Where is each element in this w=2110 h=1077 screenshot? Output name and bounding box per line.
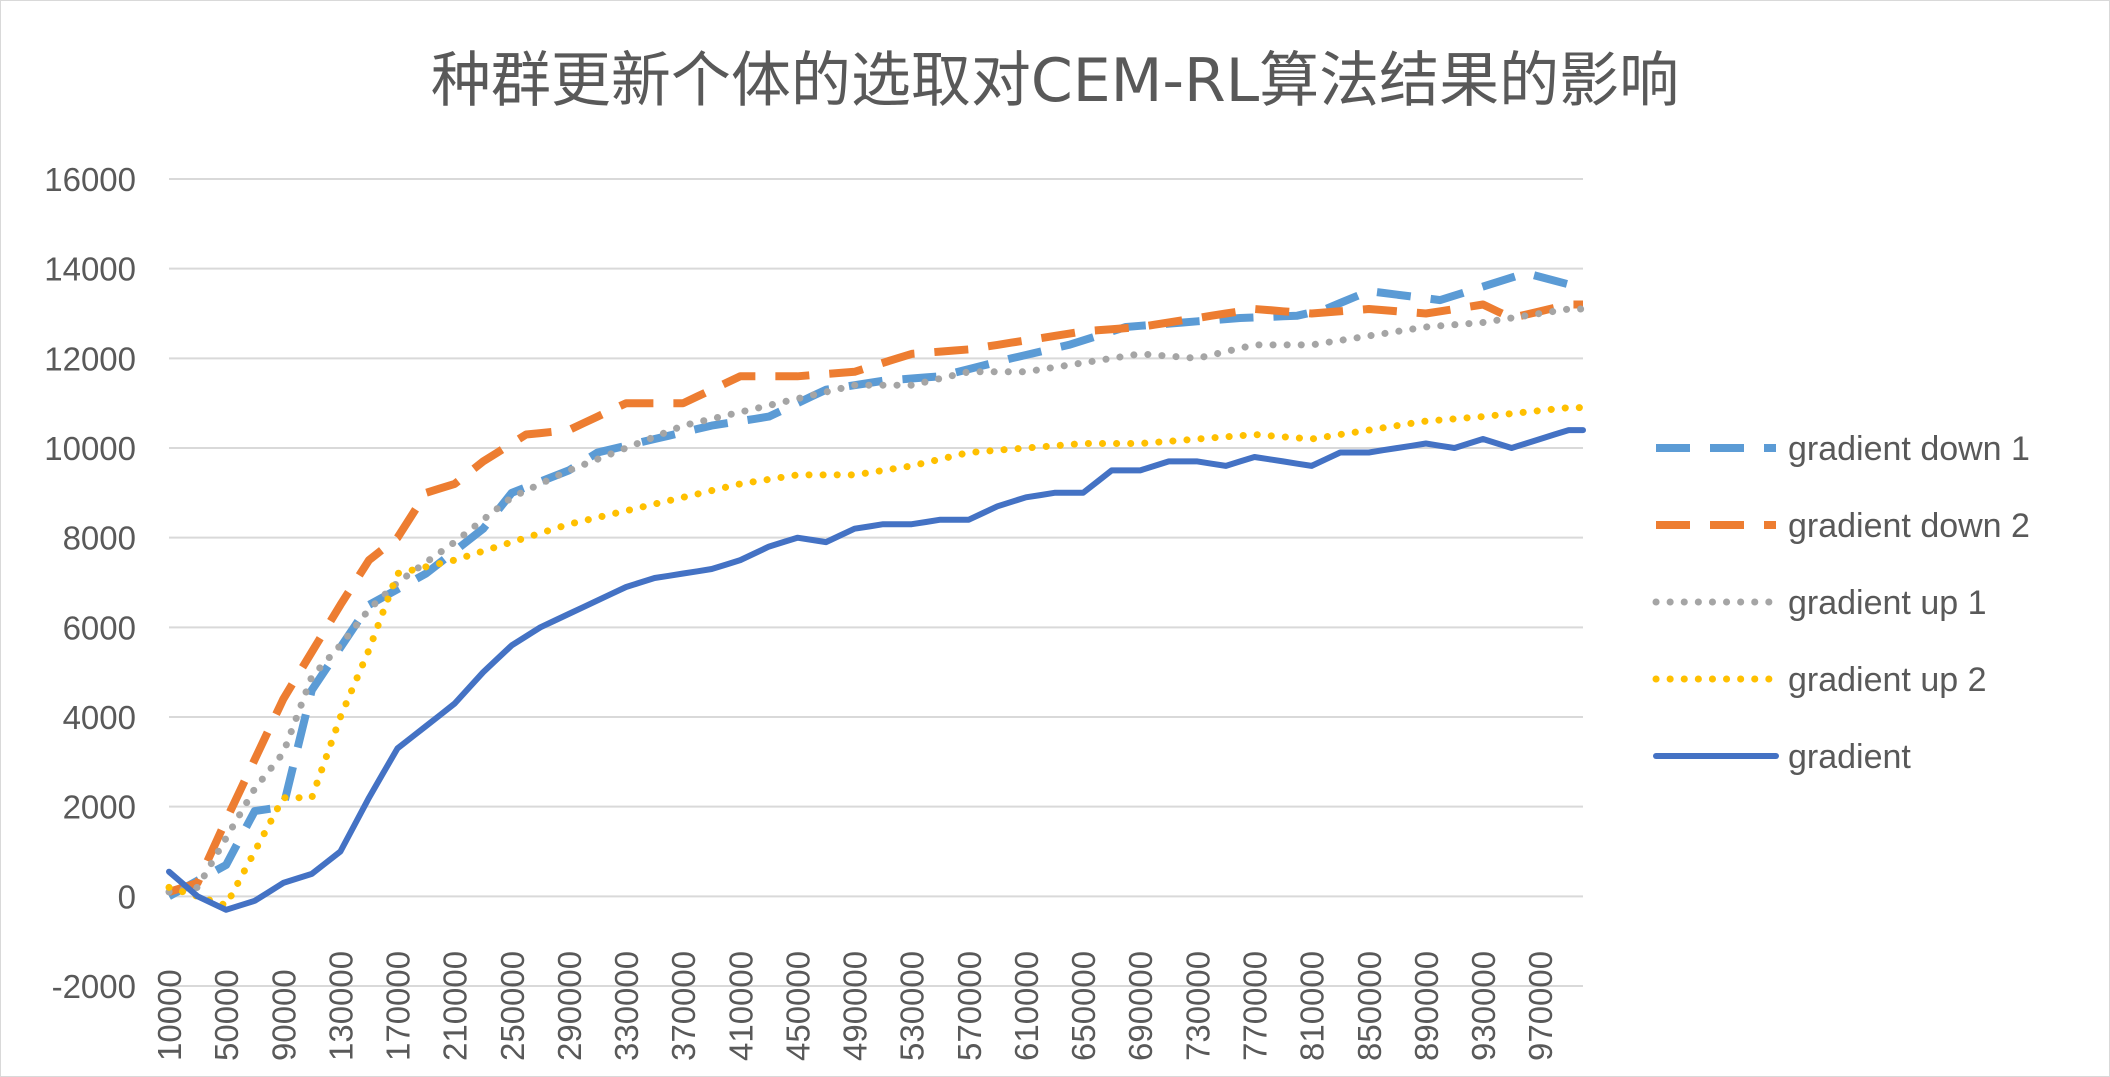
x-tick-label: 410000 — [722, 951, 759, 1061]
x-tick-label: 90000 — [265, 969, 302, 1061]
gridlines — [169, 178, 1583, 987]
y-axis-ticks: -2000 0 2000 4000 6000 8000 10000 12000 14000 160… — [44, 161, 136, 1005]
y-tick-label: -2000 — [52, 968, 136, 1005]
x-tick-label: 890000 — [1408, 951, 1445, 1061]
x-tick-label: 490000 — [837, 951, 874, 1061]
y-tick-label: 14000 — [44, 251, 136, 288]
x-tick-label: 650000 — [1065, 951, 1102, 1061]
x-tick-label: 50000 — [208, 969, 245, 1061]
series-lines — [165, 269, 1587, 913]
y-tick-label: 4000 — [63, 699, 136, 736]
x-tick-label: 250000 — [494, 951, 531, 1061]
y-tick-label: 0 — [118, 878, 136, 915]
legend-label: gradient down 1 — [1788, 430, 2030, 468]
x-tick-label: 810000 — [1294, 951, 1331, 1061]
legend: gradient down 1 gradient down 2 gradient u… — [1652, 430, 2030, 776]
y-tick-label: 6000 — [63, 609, 136, 646]
series-line-gradient-down-1 — [167, 269, 1583, 900]
legend-label: gradient up 1 — [1788, 584, 1987, 622]
x-tick-label: 570000 — [951, 951, 988, 1061]
series-line-gradient-down-2 — [167, 300, 1583, 896]
chart-title: 种群更新个体的选取对CEM-RL算法结果的影响 — [431, 46, 1679, 116]
y-tick-label: 16000 — [44, 161, 136, 198]
x-tick-label: 690000 — [1122, 951, 1159, 1061]
x-tick-label: 290000 — [551, 951, 588, 1061]
x-tick-label: 130000 — [322, 951, 359, 1061]
x-tick-label: 970000 — [1522, 951, 1559, 1061]
series-line-gradient-up-2 — [165, 404, 1587, 909]
x-tick-label: 10000 — [151, 969, 188, 1061]
legend-label: gradient down 2 — [1788, 507, 2030, 545]
legend-label: gradient — [1788, 738, 1911, 776]
x-axis-ticks: 10000 50000 90000 130000 170000 210000 250000 2… — [151, 951, 1559, 1061]
x-tick-label: 210000 — [437, 951, 474, 1061]
series-line-gradient — [166, 427, 1586, 913]
x-tick-label: 610000 — [1008, 951, 1045, 1061]
x-tick-label: 730000 — [1179, 951, 1216, 1061]
series-line-gradient-up-1 — [165, 305, 1587, 896]
y-tick-label: 10000 — [44, 430, 136, 467]
x-tick-label: 930000 — [1465, 951, 1502, 1061]
y-tick-label: 8000 — [63, 520, 136, 557]
legend-label: gradient up 2 — [1788, 661, 1987, 699]
x-tick-label: 170000 — [380, 951, 417, 1061]
y-tick-label: 12000 — [44, 340, 136, 377]
x-tick-label: 450000 — [779, 951, 816, 1061]
x-tick-label: 370000 — [665, 951, 702, 1061]
x-tick-label: 770000 — [1236, 951, 1273, 1061]
x-tick-label: 330000 — [608, 951, 645, 1061]
x-tick-label: 850000 — [1351, 951, 1388, 1061]
y-tick-label: 2000 — [63, 789, 136, 826]
x-tick-label: 530000 — [894, 951, 931, 1061]
